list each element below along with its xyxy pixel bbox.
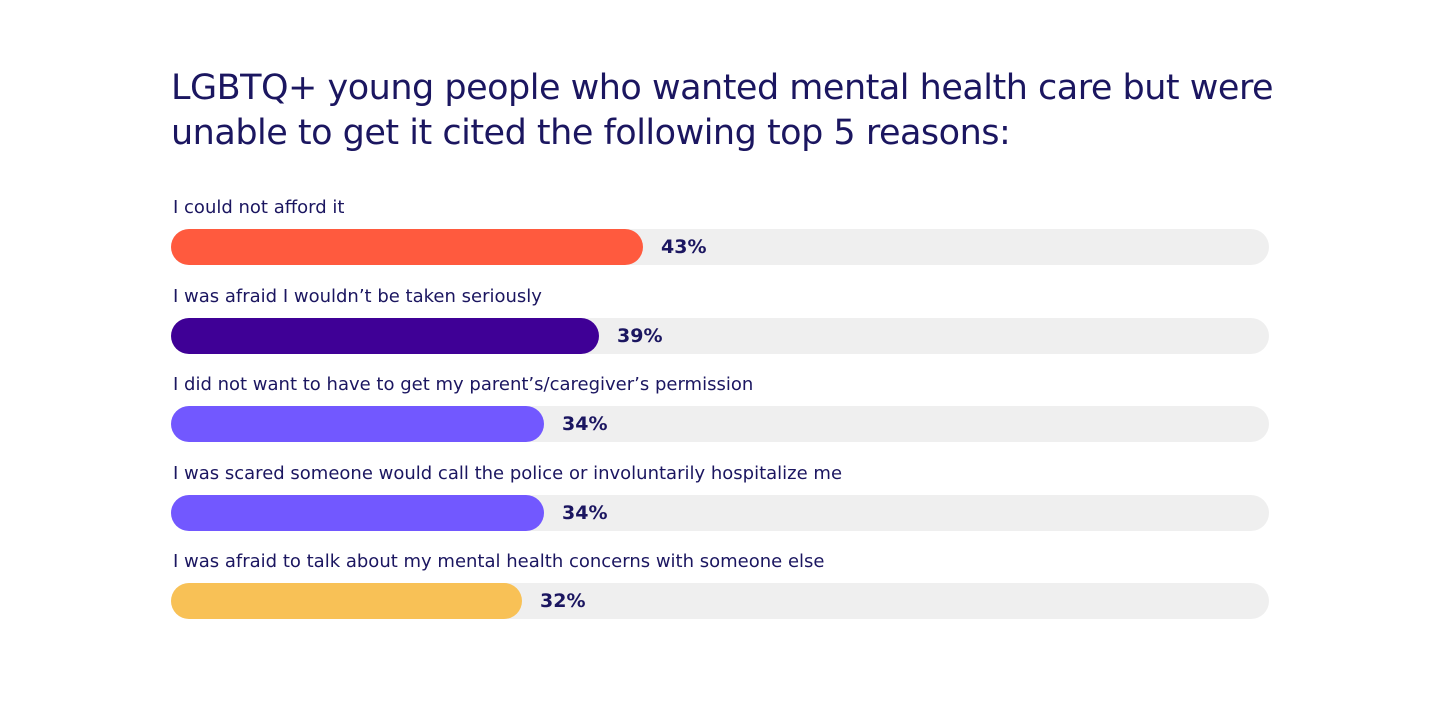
bar <box>171 229 643 265</box>
bar-value-label: 39% <box>617 324 663 347</box>
bar-row: I was afraid I wouldn’t be taken serious… <box>171 285 1269 365</box>
bar-track: 43% <box>171 229 1269 265</box>
bar <box>171 317 599 354</box>
bar-track: 34% <box>171 494 1269 531</box>
bar-value-label: 34% <box>562 501 608 524</box>
bar <box>171 494 544 531</box>
bar-track: 34% <box>171 406 1269 442</box>
bar-value-label: 43% <box>661 236 707 258</box>
bar-category-label: I was scared someone would call the poli… <box>173 462 843 484</box>
bar-category-label: I was afraid to talk about my mental hea… <box>173 551 825 572</box>
bar-row: I was afraid to talk about my mental hea… <box>171 550 1269 630</box>
bar-value-label: 34% <box>562 413 608 435</box>
bar <box>171 406 544 442</box>
bar-category-label: I did not want to have to get my parent’… <box>173 374 754 395</box>
chart-title: LGBTQ+ young people who wanted mental he… <box>171 68 1274 153</box>
bar-category-label: I could not afford it <box>173 197 345 218</box>
bar <box>171 583 522 619</box>
bar-track: 32% <box>171 583 1269 619</box>
bar-row: I could not afford it 43% <box>171 196 1269 276</box>
bar-row: I was scared someone would call the poli… <box>171 462 1269 542</box>
bar-track: 39% <box>171 317 1269 354</box>
bar-row: I did not want to have to get my parent’… <box>171 373 1269 453</box>
bar-value-label: 32% <box>540 590 586 612</box>
bar-category-label: I was afraid I wouldn’t be taken serious… <box>173 285 542 307</box>
